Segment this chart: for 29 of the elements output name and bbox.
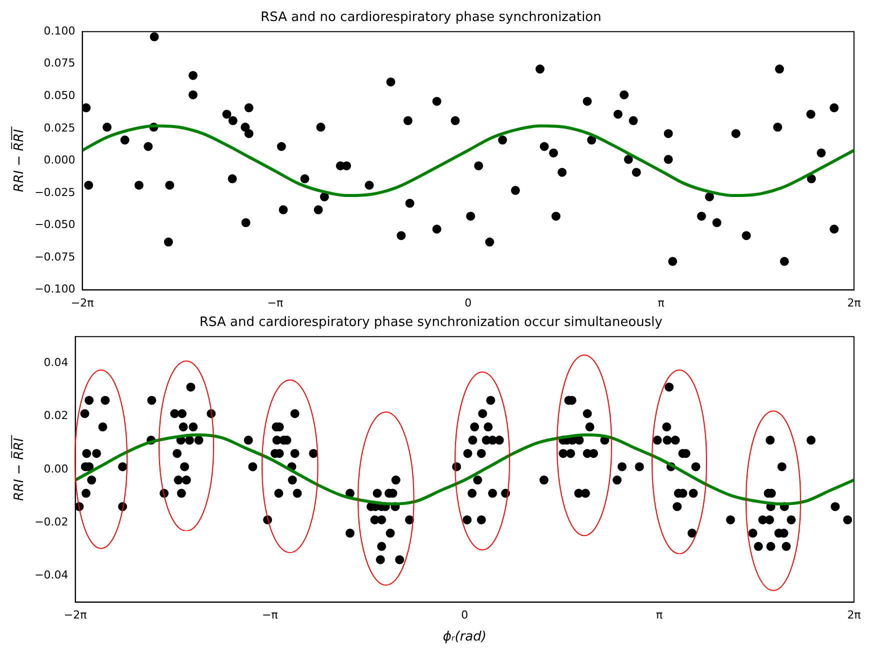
x-tick-label: 2π	[847, 608, 862, 622]
y-tick-label: −0.025	[34, 186, 76, 199]
x-tick-label: 2π	[847, 296, 862, 310]
y-tick-label: −0.02	[34, 515, 68, 528]
y-tick-label: −0.050	[34, 218, 76, 232]
y-tick-label: 0.075	[44, 56, 76, 70]
y-tick-label: −0.075	[34, 250, 76, 264]
chart-title: RSA and no cardiorespiratory phase synchronization	[260, 10, 602, 26]
x-tick-label: 0	[464, 296, 472, 310]
x-tick-label: −2π	[70, 296, 94, 310]
x-tick-label: −π	[267, 296, 284, 310]
y-tick-label: 0.025	[44, 121, 76, 134]
y-tick-label: 0.04	[44, 356, 68, 370]
x-tick-label: 0	[461, 608, 468, 622]
y-tick-label: −0.04	[34, 568, 68, 582]
x-axis-title: ϕᵣ(rad)	[442, 630, 486, 645]
y-tick-label: 0.00	[44, 462, 68, 476]
y-tick-label: −0.100	[34, 282, 76, 296]
y-axis-title: RRI − R̅R̅I̅	[10, 434, 28, 501]
x-tick-label: π	[656, 608, 664, 622]
y-tick-label: 0.02	[44, 409, 68, 422]
x-tick-label: −π	[262, 608, 278, 622]
y-tick-label: 0.050	[44, 89, 76, 102]
chart-title: RSA and cardiorespiratory phase synchronization occur simultaneously	[200, 315, 663, 330]
x-tick-label: −2π	[64, 608, 88, 622]
x-tick-label: π	[658, 296, 665, 310]
y-axis-title: RRI − R̅R̅I̅	[10, 126, 28, 192]
y-tick-label: 0.100	[44, 24, 76, 38]
y-tick-label: 0.000	[44, 154, 76, 167]
